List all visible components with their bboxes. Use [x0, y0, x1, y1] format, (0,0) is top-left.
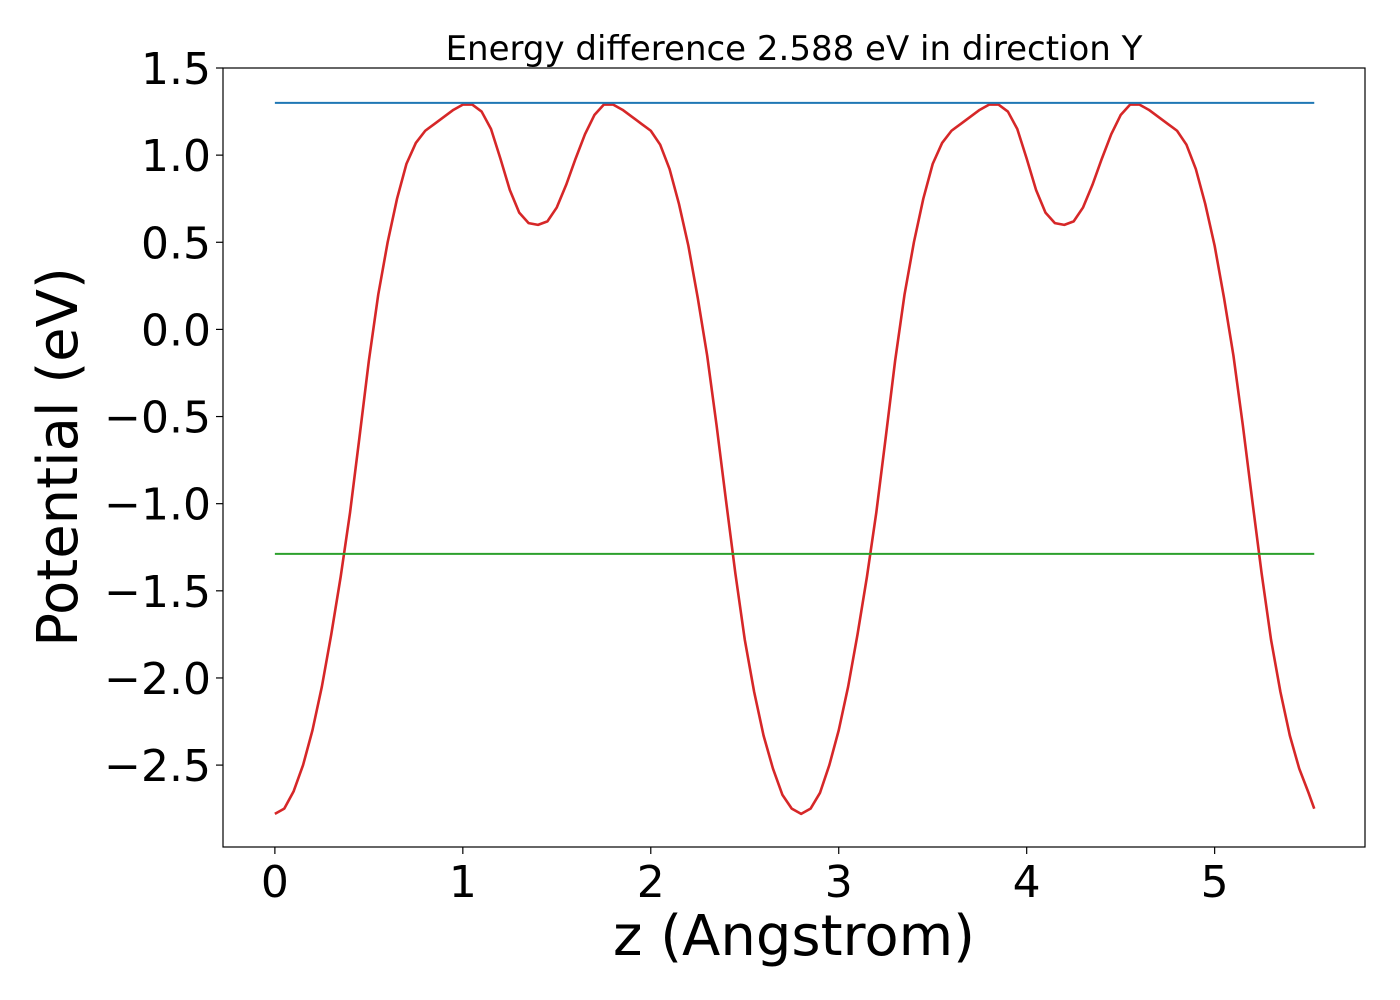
y-tick-label: 0.0: [141, 305, 211, 356]
x-tick-label: 2: [637, 857, 665, 908]
x-tick-label: 3: [825, 857, 853, 908]
y-tick-label: −2.0: [104, 654, 211, 705]
series-layer: [274, 101, 1316, 816]
plot-frame: [222, 67, 1366, 848]
x-tick-label: 0: [261, 857, 289, 908]
y-axis: −2.5 −2.0 −1.5 −1.0 −0.5 0.0 0.5 1.0 1.5: [104, 44, 223, 792]
x-axis: 0 1 2 3 4 5: [261, 847, 1229, 908]
y-tick-label: 0.5: [141, 218, 211, 269]
y-axis-label: Potential (eV): [26, 267, 91, 647]
chart-title: Energy difference 2.588 eV in direction …: [446, 29, 1143, 69]
x-tick-label: 4: [1013, 857, 1041, 908]
x-tick-label: 5: [1201, 857, 1229, 908]
y-tick-label: 1.0: [141, 131, 211, 182]
y-tick-label: −1.0: [104, 480, 211, 531]
y-tick-label: −2.5: [104, 741, 211, 792]
y-tick-label: −1.5: [104, 567, 211, 618]
y-tick-label: 1.5: [141, 44, 211, 95]
x-axis-label: z (Angstrom): [613, 904, 975, 969]
y-tick-label: −0.5: [104, 393, 211, 444]
x-tick-label: 1: [449, 857, 477, 908]
series-line-0: [274, 103, 1316, 816]
